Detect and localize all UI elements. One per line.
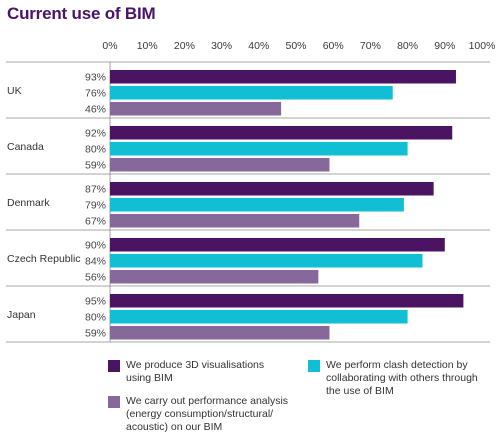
- x-tick-label: 60%: [323, 40, 344, 52]
- legend-label-line: using BIM: [126, 372, 173, 384]
- legend-label-line: acoustic) on our BIM: [126, 421, 223, 433]
- value-label: 46%: [85, 104, 106, 116]
- legend-label-line: (energy consumption/structural/: [126, 408, 274, 420]
- bar: [110, 126, 453, 140]
- legend-swatch: [308, 360, 320, 372]
- value-label: 59%: [85, 160, 106, 172]
- x-tick-label: 90%: [434, 40, 455, 52]
- value-label: 67%: [85, 216, 106, 228]
- x-tick-label: 80%: [397, 40, 418, 52]
- legend-label-line: We produce 3D visualisations: [126, 359, 265, 371]
- value-label: 80%: [85, 312, 106, 324]
- bar-chart: 0% 10% 20% 30% 40% 50% 60% 70% 80% 90% 100% UK 93% 76…: [6, 40, 496, 343]
- legend-label-line: collaborating with others through: [326, 372, 478, 384]
- x-tick-label: 0%: [102, 40, 117, 52]
- x-tick-label: 10%: [137, 40, 158, 52]
- bar: [110, 142, 408, 156]
- value-label: 76%: [85, 88, 106, 100]
- value-label: 92%: [85, 128, 106, 140]
- legend-label-line: the use of BIM: [326, 385, 394, 397]
- value-label: 59%: [85, 328, 106, 340]
- category-label: UK: [7, 85, 22, 97]
- legend-item-clash-detection: We perform clash detection by collaborat…: [308, 359, 498, 403]
- legend-item-3d-visualisations: We produce 3D visualisations using BIM: [108, 359, 288, 389]
- x-tick-label: 30%: [211, 40, 232, 52]
- bar: [110, 254, 423, 268]
- chart-title: Current use of BIM: [7, 4, 156, 23]
- bar: [110, 158, 330, 172]
- legend-item-performance-analysis: We carry out performance analysis (energ…: [108, 395, 303, 439]
- bar: [110, 238, 445, 252]
- category-label: Canada: [7, 141, 44, 153]
- value-label: 84%: [85, 256, 106, 268]
- value-label: 79%: [85, 200, 106, 212]
- bar: [110, 310, 408, 324]
- value-label: 80%: [85, 144, 106, 156]
- legend-label-line: We perform clash detection by: [326, 359, 468, 371]
- category-label: Czech Republic: [7, 253, 81, 265]
- value-label: 90%: [85, 240, 106, 252]
- value-label: 93%: [85, 72, 106, 84]
- legend-label-line: We carry out performance analysis: [126, 395, 289, 407]
- bar: [110, 182, 434, 196]
- value-label: 56%: [85, 272, 106, 284]
- bar: [110, 198, 404, 212]
- x-tick-label: 40%: [248, 40, 269, 52]
- bar: [110, 86, 393, 100]
- x-tick-label: 50%: [285, 40, 306, 52]
- legend-swatch: [108, 360, 120, 372]
- bar: [110, 326, 330, 340]
- category-label: Japan: [7, 309, 36, 321]
- bar: [110, 102, 282, 116]
- bar: [110, 294, 464, 308]
- bar: [110, 70, 456, 84]
- category-label: Denmark: [7, 197, 50, 209]
- x-tick-label: 70%: [360, 40, 381, 52]
- bar: [110, 214, 360, 228]
- value-label: 95%: [85, 296, 106, 308]
- legend-swatch: [108, 396, 120, 408]
- x-tick-label: 20%: [174, 40, 195, 52]
- value-label: 87%: [85, 184, 106, 196]
- bar: [110, 270, 319, 284]
- x-tick-label: 100%: [469, 40, 496, 52]
